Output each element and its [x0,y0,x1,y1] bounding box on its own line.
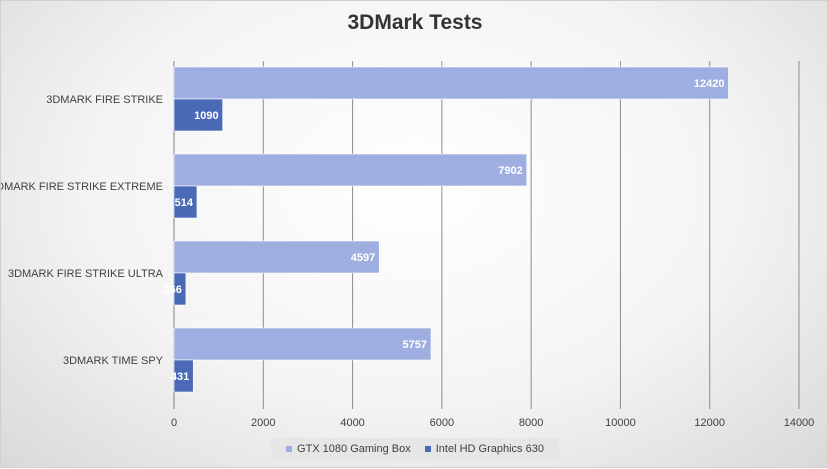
x-tick-label: 10000 [605,417,636,429]
bar-gtx [173,327,432,361]
bars [173,66,729,393]
legend-label-intel: Intel HD Graphics 630 [435,443,544,455]
bar-intel [173,185,198,219]
category-label: 3DMARK FIRE STRIKE EXTREME [1,181,163,193]
x-tick-label: 0 [171,417,177,429]
data-label: 266 [164,284,182,296]
bar-gtx [173,240,380,274]
bar-gtx [173,153,528,187]
bar-intel [173,98,223,132]
data-label: 7902 [498,165,522,177]
legend-item-gtx: GTX 1080 Gaming Box [286,443,411,455]
legend-swatch-gtx [286,446,293,452]
data-label: 4597 [351,252,375,264]
chart-title: 3DMark Tests [347,11,483,34]
data-label: 12420 [694,78,725,90]
category-label: 3DMARK TIME SPY [63,355,164,367]
x-tick-label: 2000 [251,417,275,429]
x-tick-label: 6000 [430,417,454,429]
data-label: 1090 [194,110,218,122]
legend-label-gtx: GTX 1080 Gaming Box [297,443,411,455]
bar-gtx [173,66,729,100]
x-tick-label: 4000 [340,417,364,429]
bar-intel [173,359,194,393]
category-label: 3DMARK FIRE STRIKE [46,94,163,106]
x-tick-label: 12000 [694,417,725,429]
data-label: 514 [175,197,194,209]
bar-intel [173,272,187,306]
category-label: 3DMARK FIRE STRIKE ULTRA [8,268,164,280]
data-label: 431 [171,371,189,383]
legend: GTX 1080 Gaming Box Intel HD Graphics 63… [271,438,559,460]
data-label: 5757 [403,339,427,351]
legend-swatch-intel [424,446,431,452]
legend-item-intel: Intel HD Graphics 630 [424,443,544,455]
labels: 0 2000 4000 6000 8000 10000 12000 14000 3DMARK F… [1,78,814,429]
x-tick-label: 8000 [519,417,543,429]
x-tick-label: 14000 [784,417,815,429]
